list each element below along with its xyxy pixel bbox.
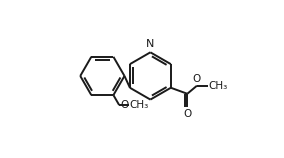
- Text: CH₃: CH₃: [208, 81, 227, 91]
- Text: O: O: [183, 109, 191, 118]
- Text: O: O: [120, 100, 129, 110]
- Text: O: O: [193, 74, 201, 84]
- Text: N: N: [146, 39, 154, 49]
- Text: CH₃: CH₃: [130, 100, 149, 110]
